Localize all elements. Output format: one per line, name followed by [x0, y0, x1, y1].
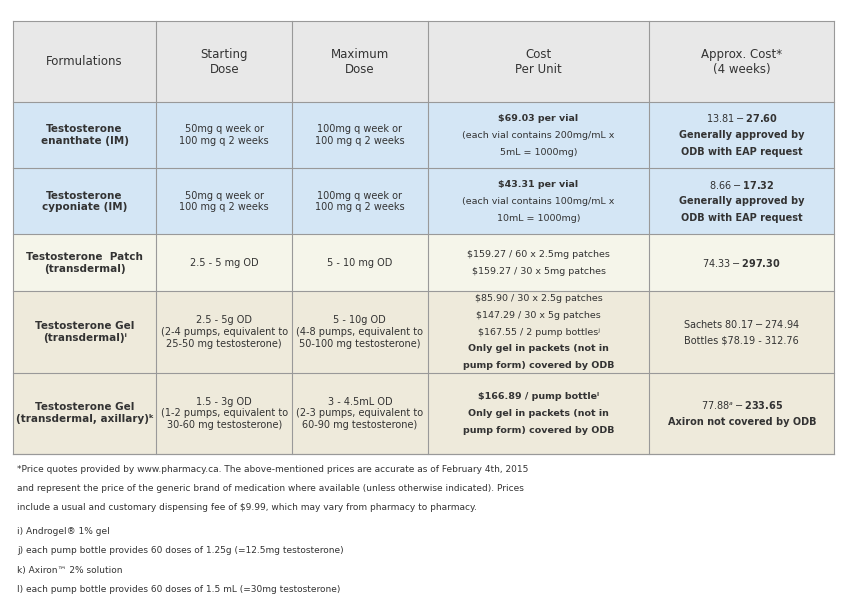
- Text: Axiron not covered by ODB: Axiron not covered by ODB: [667, 416, 817, 427]
- Text: Formulations: Formulations: [47, 55, 123, 68]
- Bar: [13, 102, 834, 168]
- Text: 50mg q week or
100 mg q 2 weeks: 50mg q week or 100 mg q 2 weeks: [180, 191, 269, 212]
- Text: Only gel in packets (not in: Only gel in packets (not in: [468, 409, 609, 418]
- Text: 100mg q week or
100 mg q 2 weeks: 100mg q week or 100 mg q 2 weeks: [315, 191, 405, 212]
- Text: i) Androgel® 1% gel: i) Androgel® 1% gel: [17, 527, 110, 536]
- Text: Bottles $78.19 - 312.76: Bottles $78.19 - 312.76: [684, 335, 800, 346]
- Text: Testosterone
enanthate (IM): Testosterone enanthate (IM): [41, 124, 129, 146]
- Text: 3 - 4.5mL OD
(2-3 pumps, equivalent to
60-90 mg testosterone): 3 - 4.5mL OD (2-3 pumps, equivalent to 6…: [296, 397, 424, 430]
- Text: k) Axiron™ 2% solution: k) Axiron™ 2% solution: [17, 566, 123, 575]
- Text: $147.29 / 30 x 5g patches: $147.29 / 30 x 5g patches: [476, 311, 601, 320]
- Text: (each vial contains 200mg/mL x: (each vial contains 200mg/mL x: [462, 131, 615, 139]
- Text: ODB with EAP request: ODB with EAP request: [681, 147, 803, 157]
- Text: Maximum
Dose: Maximum Dose: [330, 47, 389, 76]
- Text: $159.27 / 60 x 2.5mg patches: $159.27 / 60 x 2.5mg patches: [467, 250, 610, 259]
- Text: 5 - 10 mg OD: 5 - 10 mg OD: [327, 258, 392, 268]
- Text: j) each pump bottle provides 60 doses of 1.25g (=12.5mg testosterone): j) each pump bottle provides 60 doses of…: [17, 546, 344, 555]
- Text: include a usual and customary dispensing fee of $9.99, which may vary from pharm: include a usual and customary dispensing…: [17, 503, 477, 512]
- Text: Sachets $80.17 - $274.94: Sachets $80.17 - $274.94: [684, 318, 800, 329]
- Bar: [13, 291, 834, 373]
- Text: Testosterone
cyponiate (IM): Testosterone cyponiate (IM): [42, 191, 127, 212]
- Text: pump form) covered by ODB: pump form) covered by ODB: [462, 361, 614, 370]
- Text: 50mg q week or
100 mg q 2 weeks: 50mg q week or 100 mg q 2 weeks: [180, 124, 269, 146]
- Text: $8.66- $17.32: $8.66- $17.32: [709, 178, 775, 191]
- Bar: [13, 21, 834, 102]
- Bar: [13, 373, 834, 454]
- Text: 2.5 - 5g OD
(2-4 pumps, equivalent to
25-50 mg testosterone): 2.5 - 5g OD (2-4 pumps, equivalent to 25…: [161, 316, 288, 349]
- Bar: [13, 234, 834, 291]
- Text: 10mL = 1000mg): 10mL = 1000mg): [497, 214, 580, 222]
- Text: Generally approved by: Generally approved by: [679, 197, 805, 206]
- Text: 1.5 - 3g OD
(1-2 pumps, equivalent to
30-60 mg testosterone): 1.5 - 3g OD (1-2 pumps, equivalent to 30…: [161, 397, 288, 430]
- Text: ODB with EAP request: ODB with EAP request: [681, 213, 803, 223]
- Text: pump form) covered by ODB: pump form) covered by ODB: [462, 426, 614, 435]
- Text: (each vial contains 100mg/mL x: (each vial contains 100mg/mL x: [462, 197, 615, 206]
- Text: $77.88ᵃ - $233.65: $77.88ᵃ - $233.65: [700, 399, 783, 410]
- Bar: [13, 168, 834, 234]
- Text: Starting
Dose: Starting Dose: [201, 47, 248, 76]
- Text: Cost
Per Unit: Cost Per Unit: [515, 47, 562, 76]
- Text: $85.90 / 30 x 2.5g patches: $85.90 / 30 x 2.5g patches: [474, 294, 602, 303]
- Text: 5 - 10g OD
(4-8 pumps, equivalent to
50-100 mg testosterone): 5 - 10g OD (4-8 pumps, equivalent to 50-…: [296, 316, 424, 349]
- Text: and represent the price of the generic brand of medication where available (unle: and represent the price of the generic b…: [17, 484, 523, 493]
- Text: Testosterone Gel
(transdermal, axillary)ᵏ: Testosterone Gel (transdermal, axillary)…: [15, 403, 153, 424]
- Text: $159.27 / 30 x 5mg patches: $159.27 / 30 x 5mg patches: [472, 267, 606, 276]
- Text: $166.89 / pump bottleˡ: $166.89 / pump bottleˡ: [478, 392, 599, 401]
- Text: $74.33 - $297.30: $74.33 - $297.30: [702, 257, 781, 269]
- Text: Testosterone Gel
(transdermal)ⁱ: Testosterone Gel (transdermal)ⁱ: [35, 322, 135, 343]
- Text: 100mg q week or
100 mg q 2 weeks: 100mg q week or 100 mg q 2 weeks: [315, 124, 405, 146]
- Text: $43.31 per vial: $43.31 per vial: [499, 180, 579, 189]
- Text: 5mL = 1000mg): 5mL = 1000mg): [500, 148, 578, 156]
- Text: l) each pump bottle provides 60 doses of 1.5 mL (=30mg testosterone): l) each pump bottle provides 60 doses of…: [17, 585, 340, 594]
- Text: *Price quotes provided by www.pharmacy.ca. The above-mentioned prices are accura: *Price quotes provided by www.pharmacy.c…: [17, 465, 529, 474]
- Text: $13.81 - $27.60: $13.81 - $27.60: [706, 112, 778, 124]
- Text: $167.55 / 2 pump bottlesʲ: $167.55 / 2 pump bottlesʲ: [478, 328, 600, 337]
- Text: 2.5 - 5 mg OD: 2.5 - 5 mg OD: [190, 258, 258, 268]
- Text: Testosterone  Patch
(transdermal): Testosterone Patch (transdermal): [26, 252, 143, 273]
- Text: $69.03 per vial: $69.03 per vial: [499, 114, 579, 123]
- Text: Approx. Cost*
(4 weeks): Approx. Cost* (4 weeks): [701, 47, 783, 76]
- Text: Only gel in packets (not in: Only gel in packets (not in: [468, 344, 609, 353]
- Text: Generally approved by: Generally approved by: [679, 130, 805, 140]
